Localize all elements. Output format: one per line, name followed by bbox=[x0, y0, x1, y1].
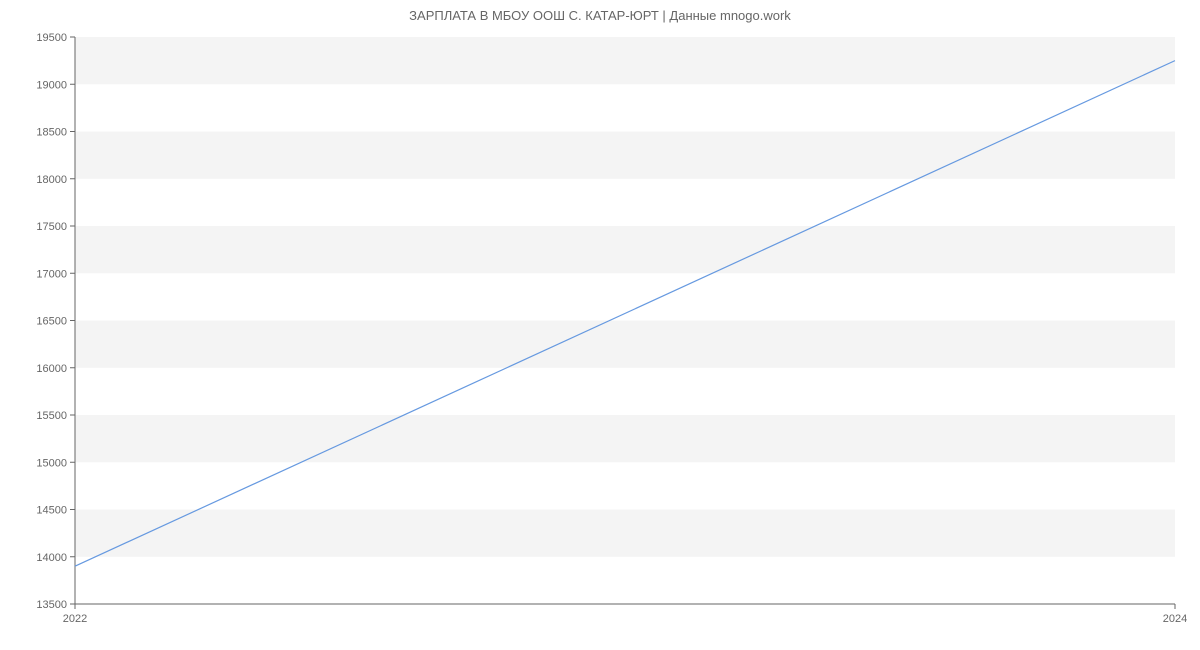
svg-text:15500: 15500 bbox=[36, 410, 67, 422]
svg-text:2024: 2024 bbox=[1163, 613, 1187, 625]
chart-area: 13500 14000 14500 15000 15500 16000 16500 17000… bbox=[0, 27, 1200, 649]
chart-title: ЗАРПЛАТА В МБОУ ООШ С. КАТАР-ЮРТ | Данны… bbox=[0, 0, 1200, 27]
chart-svg: 13500 14000 14500 15000 15500 16000 16500 17000… bbox=[0, 27, 1200, 649]
svg-text:13500: 13500 bbox=[36, 599, 67, 611]
svg-text:16000: 16000 bbox=[36, 363, 67, 375]
svg-text:17000: 17000 bbox=[36, 268, 67, 280]
svg-text:15000: 15000 bbox=[36, 457, 67, 469]
svg-text:18500: 18500 bbox=[36, 127, 67, 139]
svg-text:2022: 2022 bbox=[63, 613, 87, 625]
svg-text:14000: 14000 bbox=[36, 552, 67, 564]
svg-text:17500: 17500 bbox=[36, 221, 67, 233]
svg-text:19500: 19500 bbox=[36, 32, 67, 44]
svg-text:19000: 19000 bbox=[36, 79, 67, 91]
svg-text:14500: 14500 bbox=[36, 505, 67, 517]
svg-text:16500: 16500 bbox=[36, 316, 67, 328]
svg-text:18000: 18000 bbox=[36, 174, 67, 186]
